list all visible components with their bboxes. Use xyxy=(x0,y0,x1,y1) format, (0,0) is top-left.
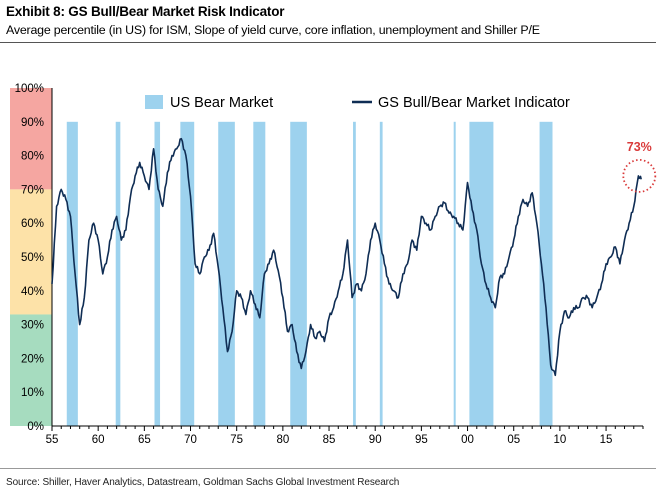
indicator-line xyxy=(51,137,642,377)
bear-band-9 xyxy=(453,121,456,427)
bear-market-bands xyxy=(66,121,553,427)
bear-band-6 xyxy=(290,121,307,427)
x-tick-label: 55 xyxy=(46,434,59,446)
source-note: Source: Shiller, Haver Analytics, Datast… xyxy=(6,477,400,488)
x-tick-label: 65 xyxy=(138,434,151,446)
annotation-circle xyxy=(622,158,657,193)
annotations: 73% xyxy=(622,140,657,193)
x-tick-label: 60 xyxy=(92,434,105,446)
bear-band-4 xyxy=(218,121,235,427)
chart-subtitle: Average percentile (in US) for ISM, Slop… xyxy=(6,23,540,37)
risk-zones xyxy=(10,88,52,426)
y-tick-label: 70% xyxy=(21,184,44,196)
y-tick-label: 10% xyxy=(21,387,44,399)
x-tick-label: 00 xyxy=(461,434,474,446)
x-axis-ticks: 55 60 65 70 75 80 85 90 95 00 05 10 15 xyxy=(46,426,644,446)
title-divider xyxy=(0,42,656,43)
x-tick-label: 70 xyxy=(184,434,197,446)
bear-band-2 xyxy=(154,121,161,427)
legend: US Bear Market GS Bull/Bear Market Indic… xyxy=(145,95,570,111)
chart-title: Exhibit 8: GS Bull/Bear Market Risk Indi… xyxy=(6,4,285,19)
bull-bear-chart: 0% 10% 20% 30% 40% 50% 60% 70% 80% 90% 100% 55 60 65… xyxy=(10,83,657,446)
risk-zone-0 xyxy=(10,88,52,190)
y-tick-label: 30% xyxy=(21,320,44,332)
x-tick-label: 05 xyxy=(507,434,520,446)
source-divider xyxy=(0,468,656,469)
y-tick-label: 80% xyxy=(21,151,44,163)
legend-swatch-bear-market xyxy=(145,95,163,109)
annotation-label: 73% xyxy=(627,140,652,154)
y-tick-label: 20% xyxy=(21,353,44,365)
x-tick-label: 85 xyxy=(323,434,336,446)
y-tick-label: 40% xyxy=(21,286,44,298)
legend-label-indicator: GS Bull/Bear Market Indicator xyxy=(378,95,570,111)
x-tick-label: 75 xyxy=(230,434,243,446)
bear-band-5 xyxy=(253,121,266,427)
bear-band-7 xyxy=(353,121,356,427)
x-tick-label: 95 xyxy=(415,434,428,446)
y-tick-label: 50% xyxy=(21,252,44,264)
y-tick-label: 0% xyxy=(27,421,44,433)
x-tick-label: 15 xyxy=(600,434,613,446)
x-tick-label: 10 xyxy=(553,434,566,446)
y-axis-ticks: 0% 10% 20% 30% 40% 50% 60% 70% 80% 90% 100% xyxy=(15,83,44,433)
x-tick-label: 80 xyxy=(276,434,289,446)
y-tick-label: 60% xyxy=(21,218,44,230)
legend-label-bear-market: US Bear Market xyxy=(170,95,273,111)
y-tick-label: 100% xyxy=(15,83,44,95)
bear-band-8 xyxy=(379,121,383,427)
bear-band-10 xyxy=(469,121,494,427)
bear-band-11 xyxy=(539,121,553,427)
x-tick-label: 90 xyxy=(369,434,382,446)
risk-zone-1 xyxy=(10,189,52,315)
bear-band-1 xyxy=(115,121,121,427)
bear-band-0 xyxy=(66,121,78,427)
risk-zone-2 xyxy=(10,314,52,426)
y-tick-label: 90% xyxy=(21,117,44,129)
